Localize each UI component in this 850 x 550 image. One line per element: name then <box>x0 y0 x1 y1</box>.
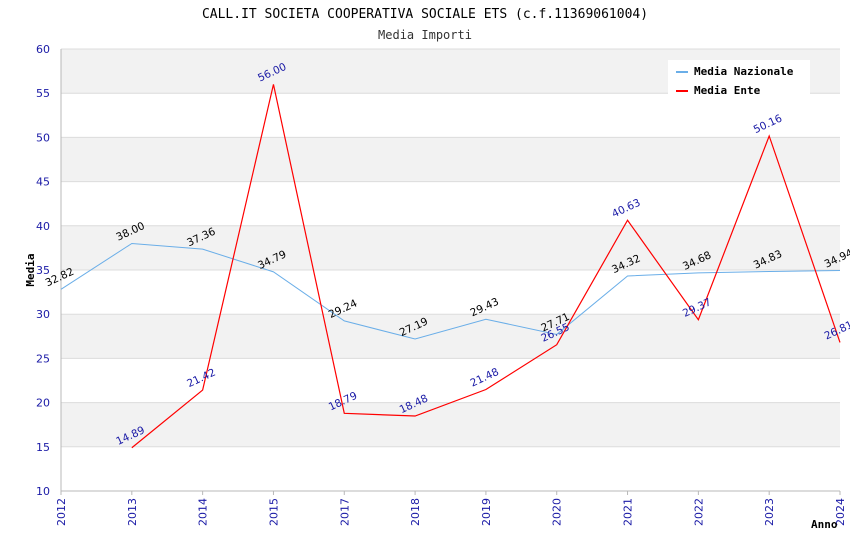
grid-band <box>61 225 840 270</box>
x-tick-label: 2019 <box>480 498 493 526</box>
chart-subtitle: Media Importi <box>378 28 472 42</box>
grid-band <box>61 137 840 182</box>
x-tick-label: 2017 <box>338 498 351 526</box>
y-tick-label: 50 <box>36 131 50 144</box>
data-label-media-ente: 40.63 <box>610 197 642 221</box>
legend: Media Nazionale Media Ente <box>668 60 810 97</box>
y-axis-label: Media <box>24 253 37 286</box>
y-tick-label: 35 <box>36 264 50 277</box>
grid-bands <box>61 49 840 447</box>
y-tick-label: 60 <box>36 43 50 56</box>
axes <box>60 49 840 492</box>
y-tick-label: 25 <box>36 352 50 365</box>
series-line-media-ente <box>131 84 841 449</box>
series-lines <box>60 84 841 449</box>
x-axis-label: Anno <box>811 518 838 531</box>
y-tick-label: 10 <box>36 485 50 498</box>
x-tick-label: 2023 <box>763 498 776 526</box>
legend-box <box>668 60 810 97</box>
y-tick-label: 45 <box>36 176 50 189</box>
legend-label-media-ente: Media Ente <box>694 84 761 97</box>
grid-band <box>61 402 840 447</box>
x-tick-label: 2021 <box>622 498 635 526</box>
x-tick-label: 2014 <box>197 498 210 526</box>
x-tick-label: 2022 <box>692 498 705 526</box>
chart-title: CALL.IT SOCIETA COOPERATIVA SOCIALE ETS … <box>202 7 648 22</box>
y-tick-label: 15 <box>36 441 50 454</box>
y-tick-label: 20 <box>36 397 50 410</box>
y-tick-label: 30 <box>36 308 50 321</box>
x-tick-label: 2024 <box>834 498 847 526</box>
legend-label-media-nazionale: Media Nazionale <box>694 65 794 78</box>
x-tick-labels: 2012 2013 2014 2015 2017 2018 2019 2020 2021 2022… <box>55 491 847 526</box>
y-tick-labels: 10 15 20 25 30 35 40 45 50 55 60 <box>36 43 50 498</box>
x-tick-label: 2012 <box>55 498 68 526</box>
data-label-media-ente: 21.48 <box>468 366 500 390</box>
data-label-media-ente: 50.16 <box>752 112 785 136</box>
data-label-media-ente: 21.42 <box>185 367 217 391</box>
x-tick-label: 2013 <box>126 498 139 526</box>
grid-band <box>61 314 840 359</box>
series-line-media-nazionale <box>60 242 841 340</box>
x-tick-label: 2018 <box>409 498 422 526</box>
x-tick-label: 2020 <box>551 498 564 526</box>
x-tick-label: 2015 <box>267 498 280 526</box>
y-tick-label: 55 <box>36 87 50 100</box>
y-tick-label: 40 <box>36 220 50 233</box>
